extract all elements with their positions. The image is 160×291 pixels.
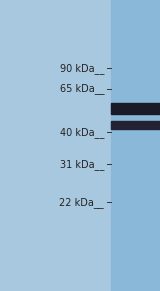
Text: 22 kDa__: 22 kDa__ — [59, 197, 104, 208]
Text: 90 kDa__: 90 kDa__ — [60, 63, 104, 74]
Text: 65 kDa__: 65 kDa__ — [60, 83, 104, 94]
Text: 31 kDa__: 31 kDa__ — [60, 159, 104, 170]
Text: 40 kDa__: 40 kDa__ — [60, 127, 104, 138]
Bar — [111, 103, 160, 114]
Bar — [111, 121, 160, 129]
Bar — [111, 0, 160, 291]
